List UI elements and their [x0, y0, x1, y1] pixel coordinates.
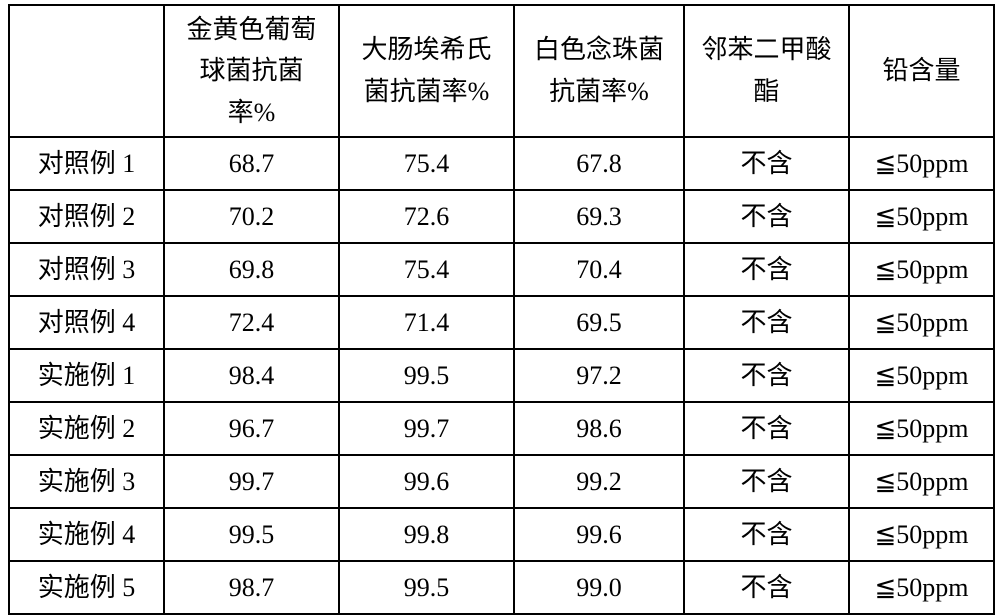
- col-header-candida-text: 白色念珠菌 抗菌率%: [534, 29, 664, 112]
- cell-candida: 99.0: [514, 561, 684, 614]
- cell-lead: ≦50ppm: [849, 296, 994, 349]
- cell-ecoli: 99.8: [339, 508, 514, 561]
- cell-phthalate: 不含: [684, 402, 849, 455]
- cell-label: 对照例 3: [9, 243, 164, 296]
- col-header-ecoli-text: 大肠埃希氏 菌抗菌率%: [361, 29, 491, 112]
- cell-phthalate: 不含: [684, 296, 849, 349]
- cell-staph: 72.4: [164, 296, 339, 349]
- cell-lead: ≦50ppm: [849, 190, 994, 243]
- cell-label: 对照例 4: [9, 296, 164, 349]
- cell-ecoli: 71.4: [339, 296, 514, 349]
- cell-ecoli: 75.4: [339, 243, 514, 296]
- cell-ecoli: 72.6: [339, 190, 514, 243]
- cell-candida: 69.3: [514, 190, 684, 243]
- cell-phthalate: 不含: [684, 137, 849, 190]
- cell-staph: 68.7: [164, 137, 339, 190]
- cell-phthalate: 不含: [684, 190, 849, 243]
- table-header-row: 金黄色葡萄 球菌抗菌 率% 大肠埃希氏 菌抗菌率% 白色念珠菌 抗菌率%: [9, 5, 994, 137]
- antibacterial-table: 金黄色葡萄 球菌抗菌 率% 大肠埃希氏 菌抗菌率% 白色念珠菌 抗菌率%: [8, 4, 995, 615]
- cell-candida: 98.6: [514, 402, 684, 455]
- cell-lead: ≦50ppm: [849, 561, 994, 614]
- cell-lead: ≦50ppm: [849, 243, 994, 296]
- col-header-ecoli: 大肠埃希氏 菌抗菌率%: [339, 5, 514, 137]
- table-row: 对照例 472.471.469.5不含≦50ppm: [9, 296, 994, 349]
- cell-label: 实施例 3: [9, 455, 164, 508]
- cell-label: 实施例 2: [9, 402, 164, 455]
- table-row: 对照例 168.775.467.8不含≦50ppm: [9, 137, 994, 190]
- cell-label: 实施例 4: [9, 508, 164, 561]
- cell-staph: 98.7: [164, 561, 339, 614]
- cell-label: 实施例 5: [9, 561, 164, 614]
- col-header-lead-text: 铅含量: [882, 50, 960, 92]
- table-body: 对照例 168.775.467.8不含≦50ppm对照例 270.272.669…: [9, 137, 994, 614]
- cell-candida: 99.6: [514, 508, 684, 561]
- cell-candida: 70.4: [514, 243, 684, 296]
- table-row: 实施例 499.599.899.6不含≦50ppm: [9, 508, 994, 561]
- table-row: 实施例 598.799.599.0不含≦50ppm: [9, 561, 994, 614]
- cell-lead: ≦50ppm: [849, 137, 994, 190]
- cell-staph: 96.7: [164, 402, 339, 455]
- cell-ecoli: 99.7: [339, 402, 514, 455]
- table-row: 实施例 399.799.699.2不含≦50ppm: [9, 455, 994, 508]
- table-row: 实施例 296.799.798.6不含≦50ppm: [9, 402, 994, 455]
- cell-label: 对照例 2: [9, 190, 164, 243]
- cell-phthalate: 不含: [684, 508, 849, 561]
- cell-lead: ≦50ppm: [849, 402, 994, 455]
- cell-candida: 67.8: [514, 137, 684, 190]
- cell-ecoli: 99.5: [339, 349, 514, 402]
- cell-ecoli: 99.5: [339, 561, 514, 614]
- cell-phthalate: 不含: [684, 243, 849, 296]
- cell-staph: 99.7: [164, 455, 339, 508]
- cell-staph: 70.2: [164, 190, 339, 243]
- col-header-lead: 铅含量: [849, 5, 994, 137]
- table-row: 对照例 369.875.470.4不含≦50ppm: [9, 243, 994, 296]
- col-header-phthalate: 邻苯二甲酸 酯: [684, 5, 849, 137]
- cell-label: 对照例 1: [9, 137, 164, 190]
- cell-lead: ≦50ppm: [849, 508, 994, 561]
- cell-staph: 98.4: [164, 349, 339, 402]
- cell-ecoli: 75.4: [339, 137, 514, 190]
- cell-candida: 97.2: [514, 349, 684, 402]
- col-header-label: [9, 5, 164, 137]
- cell-lead: ≦50ppm: [849, 349, 994, 402]
- col-header-phthalate-text: 邻苯二甲酸 酯: [701, 29, 831, 112]
- col-header-staph-text: 金黄色葡萄 球菌抗菌 率%: [186, 9, 316, 134]
- cell-ecoli: 99.6: [339, 455, 514, 508]
- cell-candida: 99.2: [514, 455, 684, 508]
- cell-phthalate: 不含: [684, 561, 849, 614]
- cell-lead: ≦50ppm: [849, 455, 994, 508]
- cell-phthalate: 不含: [684, 349, 849, 402]
- col-header-candida: 白色念珠菌 抗菌率%: [514, 5, 684, 137]
- cell-staph: 69.8: [164, 243, 339, 296]
- col-header-staph: 金黄色葡萄 球菌抗菌 率%: [164, 5, 339, 137]
- table-row: 对照例 270.272.669.3不含≦50ppm: [9, 190, 994, 243]
- antibacterial-table-container: 金黄色葡萄 球菌抗菌 率% 大肠埃希氏 菌抗菌率% 白色念珠菌 抗菌率%: [0, 0, 1000, 607]
- table-row: 实施例 198.499.597.2不含≦50ppm: [9, 349, 994, 402]
- cell-candida: 69.5: [514, 296, 684, 349]
- cell-staph: 99.5: [164, 508, 339, 561]
- cell-label: 实施例 1: [9, 349, 164, 402]
- cell-phthalate: 不含: [684, 455, 849, 508]
